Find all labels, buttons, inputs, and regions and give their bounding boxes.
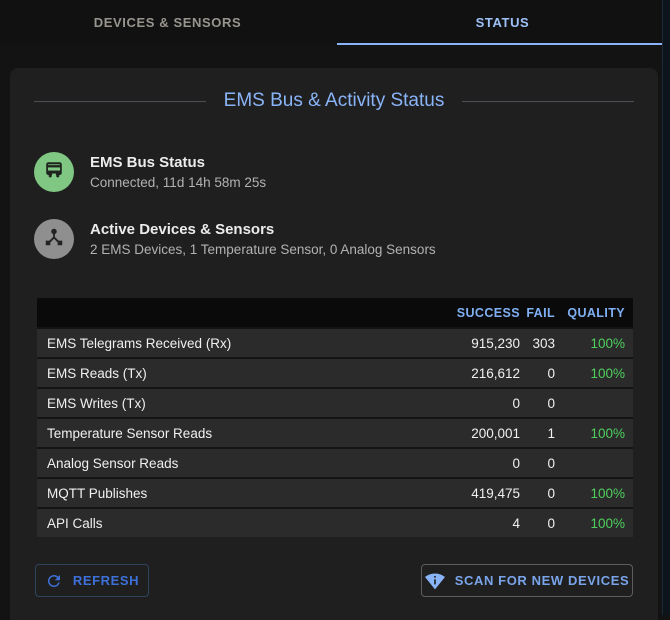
tab-status-label: STATUS: [475, 15, 530, 30]
ems-bus-status-subtitle: Connected, 11d 14h 58m 25s: [90, 174, 267, 190]
refresh-button-label: REFRESH: [72, 573, 140, 588]
row-success-value: 4: [512, 515, 520, 531]
row-quality-value: 100%: [590, 425, 625, 441]
row-fail-value: 1: [547, 425, 555, 441]
bus-avatar: [34, 152, 74, 192]
card-title-row: EMS Bus & Activity Status: [34, 90, 635, 112]
active-devices-item: Active Devices & Sensors 2 EMS Devices, …: [34, 219, 642, 259]
row-quality-value: 100%: [590, 515, 625, 531]
row-label: API Calls: [47, 515, 103, 531]
table-row: Analog Sensor Reads 0 0: [37, 449, 633, 477]
tab-devices-sensors-label: DEVICES & SENSORS: [93, 15, 242, 30]
row-label: EMS Reads (Tx): [47, 365, 147, 381]
row-quality-value: 100%: [590, 485, 625, 501]
row-fail-value: 0: [547, 455, 555, 471]
row-quality-value: 100%: [590, 335, 625, 351]
wifi-scan-icon: [424, 571, 445, 591]
title-divider-right: [462, 100, 635, 102]
row-label: Temperature Sensor Reads: [47, 425, 213, 441]
row-fail-value: 0: [547, 365, 555, 381]
table-row: EMS Reads (Tx) 216,612 0 100%: [37, 359, 633, 387]
row-label: EMS Telegrams Received (Rx): [47, 335, 232, 351]
activity-table: SUCCESS FAIL QUALITY EMS Telegrams Recei…: [37, 298, 633, 537]
table-row: EMS Telegrams Received (Rx) 915,230 303 …: [37, 329, 633, 357]
title-divider-left: [34, 100, 206, 102]
row-fail-value: 0: [547, 395, 555, 411]
active-devices-title: Active Devices & Sensors: [90, 220, 275, 238]
ems-bus-status-title: EMS Bus Status: [90, 153, 206, 171]
row-success-value: 915,230: [471, 335, 520, 351]
table-row: API Calls 4 0 100%: [37, 509, 633, 537]
active-devices-subtitle: 2 EMS Devices, 1 Temperature Sensor, 0 A…: [90, 241, 436, 257]
refresh-icon: [45, 572, 63, 590]
ems-bus-status-text: EMS Bus Status Connected, 11d 14h 58m 25…: [90, 153, 266, 192]
table-header-row: SUCCESS FAIL QUALITY: [37, 298, 633, 327]
table-body: EMS Telegrams Received (Rx) 915,230 303 …: [37, 329, 633, 537]
table-row: Temperature Sensor Reads 200,001 1 100%: [37, 419, 633, 447]
bus-icon: [43, 159, 65, 186]
scan-button-label: SCAN FOR NEW DEVICES: [454, 573, 630, 588]
tab-status[interactable]: STATUS: [335, 0, 670, 45]
row-success-value: 0: [512, 395, 520, 411]
window-right-edge: [662, 0, 670, 615]
row-label: MQTT Publishes: [47, 485, 148, 501]
col-header-success: SUCCESS: [456, 305, 520, 320]
tab-devices-sensors[interactable]: DEVICES & SENSORS: [0, 0, 335, 45]
row-fail-value: 303: [532, 335, 555, 351]
row-success-value: 200,001: [471, 425, 520, 441]
scan-for-new-devices-button[interactable]: SCAN FOR NEW DEVICES: [421, 564, 633, 597]
row-fail-value: 0: [547, 485, 555, 501]
devices-avatar: [34, 219, 74, 259]
col-header-quality: QUALITY: [567, 305, 625, 320]
col-header-fail: FAIL: [526, 305, 555, 320]
page-title: EMS Bus & Activity Status: [223, 90, 445, 111]
row-label: Analog Sensor Reads: [47, 455, 179, 471]
table-row: EMS Writes (Tx) 0 0: [37, 389, 633, 417]
row-success-value: 419,475: [471, 485, 520, 501]
refresh-button[interactable]: REFRESH: [35, 564, 149, 597]
row-success-value: 216,612: [471, 365, 520, 381]
row-label: EMS Writes (Tx): [47, 395, 146, 411]
table-row: MQTT Publishes 419,475 0 100%: [37, 479, 633, 507]
ems-bus-status-item: EMS Bus Status Connected, 11d 14h 58m 25…: [34, 152, 642, 192]
tab-bar: DEVICES & SENSORS STATUS: [0, 0, 670, 45]
row-quality-value: 100%: [590, 365, 625, 381]
row-fail-value: 0: [547, 515, 555, 531]
row-success-value: 0: [512, 455, 520, 471]
action-button-row: REFRESH SCAN FOR NEW DEVICES: [35, 564, 633, 597]
active-devices-text: Active Devices & Sensors 2 EMS Devices, …: [90, 220, 436, 259]
status-card: EMS Bus & Activity Status EMS Bus Status…: [10, 68, 658, 620]
device-hub-icon: [43, 226, 65, 253]
active-tab-indicator: [337, 43, 664, 45]
